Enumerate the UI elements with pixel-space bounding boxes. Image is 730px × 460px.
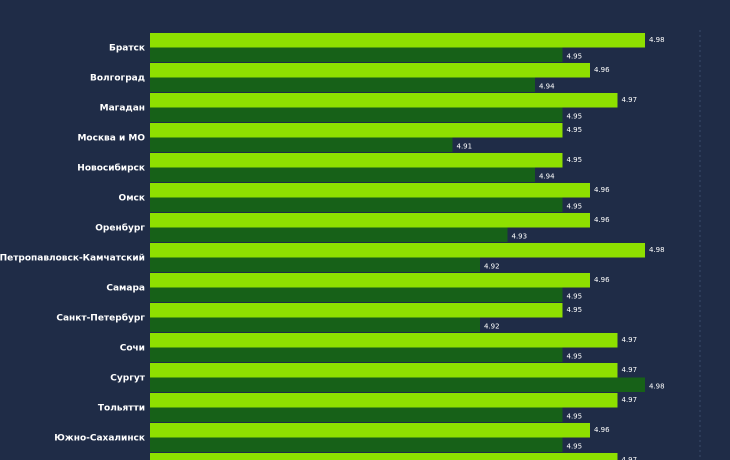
value-label: 4.95 — [567, 203, 583, 211]
value-label: 4.98 — [649, 36, 665, 44]
value-label: 4.98 — [649, 246, 665, 254]
category-label: Самара — [106, 284, 145, 294]
bar — [150, 303, 563, 318]
bar — [150, 393, 618, 408]
value-label: 4.96 — [594, 276, 610, 284]
bar — [150, 33, 645, 48]
bar — [150, 213, 590, 228]
bar — [150, 77, 535, 92]
bar — [150, 183, 590, 198]
category-label: Оренбург — [95, 223, 145, 234]
bar — [150, 107, 563, 122]
category-label: Братск — [109, 44, 145, 54]
value-label: 4.95 — [567, 53, 583, 61]
value-label: 4.95 — [567, 156, 583, 164]
bar — [150, 123, 563, 138]
bar — [150, 197, 563, 212]
bar — [150, 333, 618, 348]
bar — [150, 287, 563, 302]
bar — [150, 317, 480, 332]
value-label: 4.93 — [512, 233, 528, 241]
value-label: 4.97 — [622, 396, 638, 404]
bar — [150, 227, 508, 242]
bar — [150, 257, 480, 272]
bar — [150, 407, 563, 422]
bar — [150, 363, 618, 378]
category-label: Омск — [119, 194, 145, 204]
value-label: 4.94 — [539, 83, 555, 91]
value-label: 4.96 — [594, 216, 610, 224]
category-label: Москва и МО — [77, 134, 145, 144]
category-label: Тольятти — [98, 404, 145, 414]
value-label: 4.95 — [567, 413, 583, 421]
value-label: 4.94 — [539, 173, 555, 181]
bar — [150, 137, 453, 152]
bar — [150, 63, 590, 78]
value-label: 4.97 — [622, 366, 638, 374]
category-label: Сургут — [110, 374, 145, 384]
bar — [150, 377, 645, 392]
bar — [150, 453, 618, 460]
value-label: 4.91 — [457, 143, 473, 151]
bar — [150, 437, 563, 452]
bar — [150, 93, 618, 108]
value-label: 4.97 — [622, 456, 638, 460]
category-label: Сочи — [120, 344, 145, 354]
value-label: 4.95 — [567, 443, 583, 451]
value-label: 4.95 — [567, 126, 583, 134]
value-label: 4.95 — [567, 293, 583, 301]
category-label: Новосибирск — [77, 163, 145, 174]
category-label: Южно-Сахалинск — [54, 434, 145, 444]
category-label: Петропавловск-Камчатский — [0, 254, 145, 264]
value-label: 4.92 — [484, 263, 500, 271]
bar — [150, 153, 563, 168]
value-label: 4.95 — [567, 113, 583, 121]
value-label: 4.92 — [484, 323, 500, 331]
value-label: 4.96 — [594, 66, 610, 74]
category-label: Магадан — [100, 104, 145, 114]
bar — [150, 243, 645, 258]
value-label: 4.96 — [594, 426, 610, 434]
category-label: Волгоград — [90, 74, 145, 84]
value-label: 4.97 — [622, 336, 638, 344]
value-label: 4.98 — [649, 383, 665, 391]
bar — [150, 167, 535, 182]
value-label: 4.95 — [567, 353, 583, 361]
value-label: 4.96 — [594, 186, 610, 194]
value-label: 4.95 — [567, 306, 583, 314]
bar — [150, 273, 590, 288]
bar — [150, 347, 563, 362]
bar — [150, 423, 590, 438]
value-label: 4.97 — [622, 96, 638, 104]
category-label: Санкт-Петербург — [56, 313, 145, 324]
bar — [150, 47, 563, 62]
